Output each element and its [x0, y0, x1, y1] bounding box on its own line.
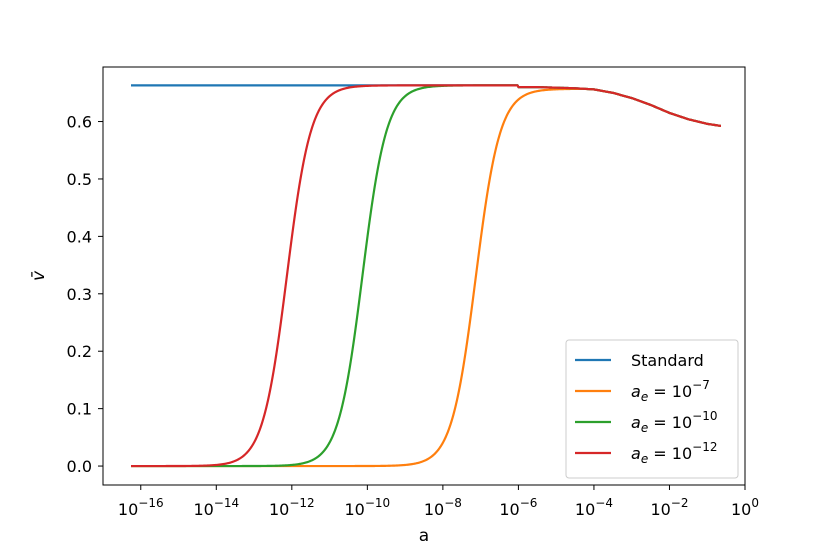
x-tick-label: 10−16 [118, 496, 164, 519]
axes-frame [102, 66, 746, 486]
legend-exponent: −12 [692, 440, 717, 454]
legend-entry: ae = 10−10 [631, 409, 717, 435]
x-tick-base: 10 [575, 500, 595, 519]
x-tick-exponent: −16 [138, 496, 163, 510]
legend-subscript: e [641, 390, 648, 404]
y-tick-label: 0.6 [67, 113, 92, 132]
legend-entry: Standard [631, 351, 704, 370]
x-tick-exponent: 0 [751, 496, 759, 510]
x-tick-exponent: −6 [520, 496, 538, 510]
y-tick-label: 0.2 [67, 342, 92, 361]
x-tick-base: 10 [269, 500, 289, 519]
x-axis-label: a [419, 526, 429, 546]
x-axis-ticks: 10−16 10−14 10−12 10−10 10−8 10−6 10−4 10−2 100 [118, 485, 759, 519]
x-tick-exponent: −2 [671, 496, 689, 510]
y-tick-label: 0.3 [67, 285, 92, 304]
x-tick-base: 10 [118, 500, 138, 519]
legend-var: a [631, 444, 641, 463]
y-axis-ticks: 0.0 0.1 0.2 0.3 0.4 0.5 0.6 [67, 113, 103, 476]
y-tick-label: 0.4 [67, 227, 92, 246]
legend-equals: = 10 [648, 413, 692, 432]
x-tick-exponent: −14 [214, 496, 239, 510]
legend-equals: = 10 [648, 382, 692, 401]
x-tick-label: 10−6 [499, 496, 537, 519]
legend-exponent: −7 [692, 378, 710, 392]
x-tick-base: 10 [193, 500, 213, 519]
legend-entry: ae = 10−7 [631, 378, 710, 404]
x-tick-label: 10−10 [345, 496, 391, 519]
series-line-1 [131, 84, 721, 128]
y-axis-label: v̄ [29, 270, 49, 281]
x-tick-exponent: −12 [289, 496, 314, 510]
x-tick-base: 10 [424, 500, 444, 519]
x-tick-label: 100 [731, 496, 759, 519]
x-tick-base: 10 [345, 500, 365, 519]
x-tick-exponent: −8 [444, 496, 462, 510]
x-tick-label: 10−2 [650, 496, 688, 519]
legend-box [565, 339, 739, 479]
x-tick-base: 10 [499, 500, 519, 519]
x-tick-exponent: −4 [595, 496, 613, 510]
x-tick-exponent: −10 [365, 496, 390, 510]
legend-exponent: −10 [692, 409, 717, 423]
x-tick-label: 10−4 [575, 496, 613, 519]
legend-var: a [631, 382, 641, 401]
legend-entry: ae = 10−12 [631, 440, 717, 466]
series-layer [131, 84, 721, 468]
y-tick-label: 0.0 [67, 457, 92, 476]
x-tick-label: 10−8 [424, 496, 462, 519]
x-tick-label: 10−14 [193, 496, 239, 519]
legend-subscript: e [641, 421, 648, 435]
x-tick-base: 10 [650, 500, 670, 519]
y-tick-label: 0.5 [67, 170, 92, 189]
x-tick-base: 10 [731, 500, 751, 519]
legend-subscript: e [641, 452, 648, 466]
x-tick-label: 10−12 [269, 496, 315, 519]
legend-equals: = 10 [648, 444, 692, 463]
y-tick-label: 0.1 [67, 400, 92, 419]
series-line-4 [131, 84, 721, 468]
legend-label: Standard [631, 351, 704, 370]
legend-var: a [631, 413, 641, 432]
